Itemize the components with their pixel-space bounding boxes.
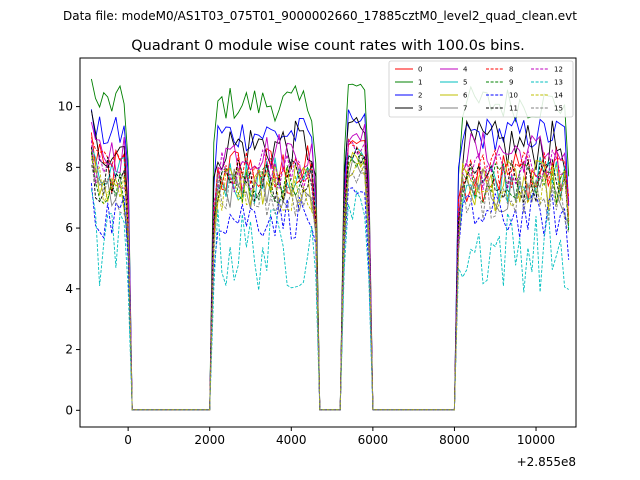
legend-box [388, 60, 574, 118]
y-tick-label: 8 [65, 160, 73, 174]
legend-label-12: 12 [554, 66, 563, 74]
y-tick-label: 4 [65, 282, 73, 296]
series-line-13 [90, 189, 569, 411]
series-line-7 [90, 158, 570, 411]
legend-label-5: 5 [463, 79, 467, 87]
series-line-8 [90, 137, 570, 411]
series-line-15 [90, 163, 570, 411]
x-tick-label: 0 [124, 433, 132, 447]
series-line-4 [90, 121, 570, 411]
y-tick-label: 2 [65, 343, 73, 357]
legend-label-2: 2 [418, 92, 422, 100]
legend-label-15: 15 [554, 105, 563, 113]
x-offset-label: +2.855e8 [517, 455, 576, 469]
legend-label-8: 8 [509, 66, 513, 74]
series-line-10 [90, 183, 570, 411]
legend-label-4: 4 [463, 66, 468, 74]
x-tick-label: 10000 [517, 433, 555, 447]
series-line-14 [90, 155, 570, 411]
legend-label-11: 11 [509, 105, 518, 113]
legend-label-3: 3 [418, 105, 422, 113]
x-axis-ticks: 0 2000 4000 6000 8000 10000 [124, 427, 555, 447]
series-line-2 [90, 109, 570, 411]
legend-label-14: 14 [554, 92, 563, 100]
legend-label-0: 0 [418, 66, 422, 74]
x-tick-label: 6000 [358, 433, 389, 447]
axes-frame [79, 57, 577, 428]
legend-label-6: 6 [463, 92, 468, 100]
legend-label-10: 10 [509, 92, 518, 100]
series-line-5 [90, 146, 570, 411]
x-tick-label: 4000 [276, 433, 307, 447]
series-line-3 [90, 110, 570, 411]
y-tick-label: 10 [58, 100, 73, 114]
y-tick-label: 6 [65, 221, 73, 235]
plot-lines [90, 78, 570, 411]
series-line-11 [90, 146, 570, 411]
chart-title: Quadrant 0 module wise count rates with … [131, 38, 525, 54]
legend-label-7: 7 [463, 105, 467, 113]
legend-label-9: 9 [509, 79, 513, 87]
series-line-12 [90, 140, 570, 411]
y-tick-label: 0 [65, 403, 73, 417]
y-axis-ticks: 0 2 4 6 8 10 [58, 100, 80, 417]
x-tick-label: 2000 [194, 433, 225, 447]
x-tick-label: 8000 [439, 433, 470, 447]
series-line-0 [90, 132, 570, 411]
legend-label-1: 1 [418, 79, 422, 87]
suptitle: Data file: modeM0/AS1T03_075T01_90000026… [63, 9, 577, 23]
legend-label-13: 13 [554, 79, 563, 87]
